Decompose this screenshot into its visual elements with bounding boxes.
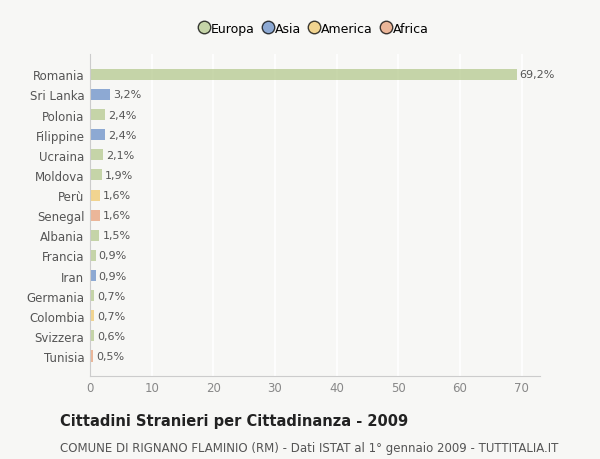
Text: 0,9%: 0,9%: [98, 251, 127, 261]
Text: 1,6%: 1,6%: [103, 190, 131, 201]
Legend: Europa, Asia, America, Africa: Europa, Asia, America, Africa: [201, 23, 429, 36]
Text: 69,2%: 69,2%: [520, 70, 555, 80]
Text: 2,4%: 2,4%: [108, 130, 136, 140]
Text: COMUNE DI RIGNANO FLAMINIO (RM) - Dati ISTAT al 1° gennaio 2009 - TUTTITALIA.IT: COMUNE DI RIGNANO FLAMINIO (RM) - Dati I…: [60, 441, 559, 453]
Bar: [90, 90, 110, 101]
Text: 2,1%: 2,1%: [106, 151, 134, 161]
Bar: [90, 150, 103, 161]
Bar: [90, 230, 99, 241]
Bar: [90, 130, 105, 141]
Bar: [90, 270, 95, 281]
Text: 0,9%: 0,9%: [98, 271, 127, 281]
Text: 2,4%: 2,4%: [108, 110, 136, 120]
Text: 0,7%: 0,7%: [97, 311, 125, 321]
Text: 3,2%: 3,2%: [113, 90, 141, 100]
Bar: [90, 250, 95, 262]
Text: 1,6%: 1,6%: [103, 211, 131, 221]
Text: 1,5%: 1,5%: [103, 231, 130, 241]
Bar: [90, 210, 100, 221]
Bar: [90, 351, 93, 362]
Bar: [90, 291, 94, 302]
Text: 0,6%: 0,6%: [97, 331, 125, 341]
Bar: [90, 70, 517, 81]
Text: Cittadini Stranieri per Cittadinanza - 2009: Cittadini Stranieri per Cittadinanza - 2…: [60, 413, 408, 428]
Bar: [90, 170, 102, 181]
Bar: [90, 330, 94, 341]
Text: 0,7%: 0,7%: [97, 291, 125, 301]
Bar: [90, 190, 100, 201]
Bar: [90, 311, 94, 322]
Text: 1,9%: 1,9%: [105, 171, 133, 180]
Text: 0,5%: 0,5%: [96, 351, 124, 361]
Bar: [90, 110, 105, 121]
